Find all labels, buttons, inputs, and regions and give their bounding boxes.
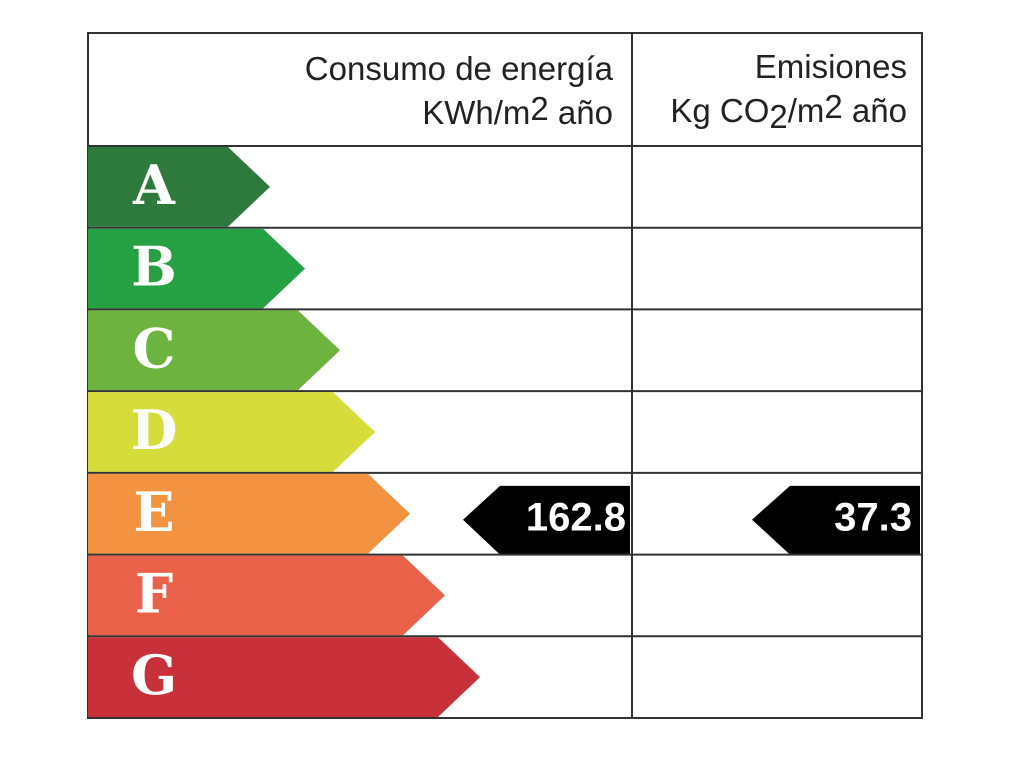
- unit-part: 2: [824, 88, 842, 125]
- unit-part: 2: [530, 90, 548, 127]
- rating-letter: B: [131, 235, 177, 299]
- rating-letter: E: [133, 480, 174, 544]
- emissions-unit: Kg CO2/m2 año: [670, 88, 907, 135]
- unit-part: /m: [788, 92, 825, 129]
- emissions-title: Emisiones: [755, 48, 907, 85]
- rating-arrow: [88, 555, 445, 636]
- energy-indicator: [463, 485, 630, 555]
- energy-title: Consumo de energía: [305, 50, 614, 87]
- rating-arrow: [88, 310, 340, 391]
- rating-letter: D: [131, 398, 178, 462]
- unit-part: KWh/m: [422, 94, 530, 131]
- rating-arrow: [88, 637, 480, 717]
- unit-part: año: [843, 92, 907, 129]
- unit-part: 2: [769, 98, 787, 135]
- emissions-indicator: [752, 485, 920, 555]
- rating-letter: A: [132, 153, 176, 217]
- rating-letter: F: [135, 562, 173, 626]
- rating-arrow: [88, 392, 375, 472]
- unit-part: año: [549, 94, 613, 131]
- unit-part: Kg CO: [670, 92, 769, 129]
- rating-letter: C: [133, 316, 176, 380]
- emissions-value: 37.3: [834, 495, 912, 539]
- energy-unit: KWh/m2 año: [422, 90, 613, 131]
- energy-value: 162.8: [526, 495, 626, 539]
- rating-letter: G: [131, 643, 177, 707]
- rating-arrow: [88, 228, 305, 309]
- rating-arrow: [88, 147, 270, 227]
- rating-arrow: [88, 473, 410, 554]
